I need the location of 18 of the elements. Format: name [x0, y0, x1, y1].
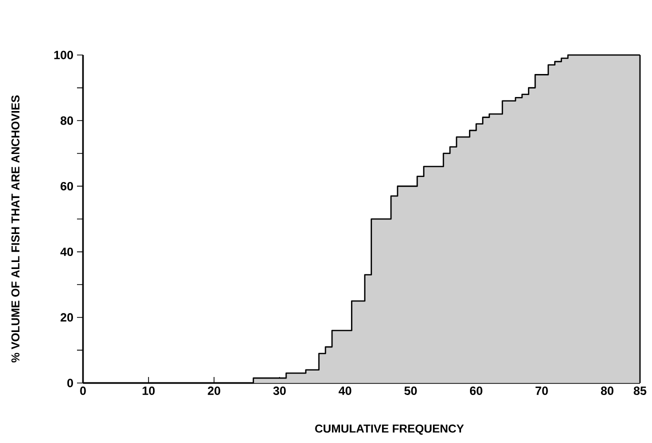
x-tick-label: 0 [80, 386, 86, 395]
x-tick-label: 85 [634, 386, 646, 395]
x-tick-label: 60 [470, 386, 482, 395]
x-tick-label: 70 [536, 386, 548, 395]
x-tick-label: 30 [273, 386, 286, 396]
x-tick-label: 50 [404, 386, 417, 395]
y-tick-label: 40 [60, 248, 73, 256]
x-tick-label: 10 [142, 386, 155, 395]
x-axis-title: CUMULATIVE FREQUENCY [315, 424, 464, 435]
x-tick-label: 20 [208, 386, 220, 395]
y-tick-label: 0 [67, 378, 73, 388]
x-tick-label: 40 [338, 386, 352, 395]
x-tick-label: 80 [600, 386, 614, 395]
y-tick-label: 100 [54, 50, 73, 60]
y-tick-label: 80 [60, 116, 73, 125]
y-tick-label: 20 [60, 313, 73, 322]
y-axis-title: % VOLUME OF ALL FISH THAT ARE ANCHOVIES [11, 95, 20, 362]
y-tick-label: 60 [60, 182, 73, 190]
